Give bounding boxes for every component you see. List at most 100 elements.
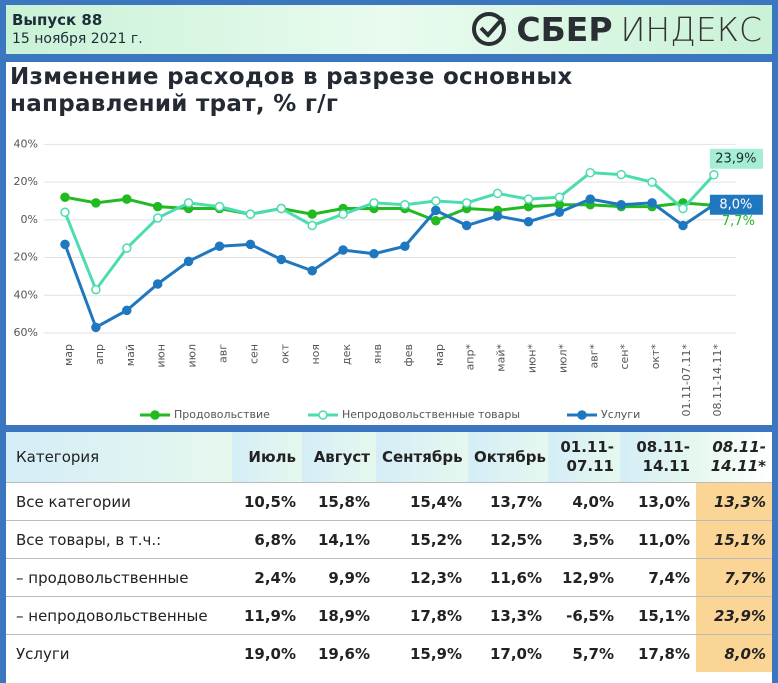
legend-label: Услуги bbox=[601, 408, 640, 421]
y-tick-label: 20% bbox=[14, 251, 38, 264]
cell: 15,1% bbox=[696, 520, 772, 559]
brand-light: ИНДЕКС bbox=[620, 9, 762, 49]
x-tick-label: май bbox=[124, 344, 137, 366]
cell: 17,8% bbox=[620, 634, 696, 672]
column-header: Категория bbox=[6, 432, 232, 483]
cell: 2,4% bbox=[232, 558, 302, 597]
point bbox=[400, 241, 410, 251]
point bbox=[554, 207, 565, 218]
point bbox=[461, 198, 472, 208]
point bbox=[369, 198, 379, 208]
cell: 17,0% bbox=[468, 634, 548, 672]
point bbox=[523, 194, 534, 204]
point bbox=[709, 170, 719, 180]
value-label-box bbox=[709, 148, 763, 169]
legend-label: Продовольствие bbox=[174, 408, 270, 421]
point bbox=[183, 198, 194, 208]
point bbox=[152, 201, 163, 212]
cell: 11,6% bbox=[468, 558, 548, 597]
point bbox=[152, 279, 163, 289]
cell: 7,7% bbox=[696, 558, 772, 597]
point bbox=[60, 207, 70, 218]
point bbox=[276, 254, 287, 265]
point bbox=[585, 167, 596, 178]
point bbox=[214, 241, 225, 251]
y-tick-label: 40% bbox=[14, 288, 38, 301]
header-row: Категория Июль Август Сентябрь Октябрь 01.11-… bbox=[6, 432, 772, 483]
cell: 15,1% bbox=[620, 596, 696, 635]
point bbox=[276, 203, 287, 214]
cell: – продовольственные bbox=[6, 558, 232, 597]
cell: 19,0% bbox=[232, 634, 302, 672]
point bbox=[338, 245, 348, 255]
header: Выпуск 88 15 ноября 2021 г. СБЕР ИНДЕКС bbox=[6, 5, 772, 54]
table-panel: Категория Июль Август Сентябрь Октябрь 01.11-… bbox=[6, 432, 772, 683]
point bbox=[60, 239, 70, 250]
point bbox=[91, 198, 101, 208]
x-tick-label: май* bbox=[495, 344, 508, 372]
cell: 12,9% bbox=[548, 558, 620, 597]
point bbox=[369, 249, 379, 259]
cell: -6,5% bbox=[548, 596, 620, 635]
point bbox=[523, 216, 534, 227]
x-tick-label: сен* bbox=[618, 344, 631, 370]
series-line bbox=[64, 195, 715, 223]
point bbox=[122, 243, 132, 253]
point bbox=[122, 194, 132, 204]
date: 15 ноября 2021 г. bbox=[12, 31, 143, 47]
column-header: Сентябрь bbox=[376, 432, 468, 483]
point bbox=[616, 169, 626, 180]
x-tick-label: окт bbox=[278, 343, 291, 363]
x-tick-label: ноя bbox=[309, 344, 322, 365]
cell: 8,0% bbox=[696, 634, 772, 672]
chart-panel: 40% 20% 0% 20% 40% 60% мар апр май июн июл авг сен ок… bbox=[6, 62, 772, 425]
column-header: Июль bbox=[232, 432, 302, 483]
column-header: 08.11-14.11 bbox=[620, 432, 696, 483]
x-tick-label: мар bbox=[62, 344, 75, 366]
x-tick-label: сен bbox=[247, 344, 260, 364]
cell: Услуги bbox=[6, 634, 232, 672]
point bbox=[431, 216, 441, 226]
x-tick-label: апр bbox=[93, 344, 106, 365]
chart-title: Изменение расходов в разрезе основных на… bbox=[10, 64, 573, 117]
cell: – непродовольственные bbox=[6, 596, 232, 635]
value-label: 23,9% bbox=[715, 151, 756, 166]
legend-marker bbox=[318, 410, 328, 420]
x-tick-label: авг bbox=[217, 344, 230, 363]
x-tick-label: фев bbox=[402, 344, 415, 367]
table-row: Все категории 10,5% 15,8% 15,4% 13,7% 4,0% 13,… bbox=[6, 482, 772, 521]
value-label: 7,7% bbox=[722, 214, 755, 229]
point bbox=[122, 305, 132, 316]
cell: 23,9% bbox=[696, 596, 772, 635]
value-label: 8,0% bbox=[719, 197, 752, 212]
x-tick-label: дек bbox=[340, 344, 353, 365]
point bbox=[214, 201, 225, 212]
cell: Все категории bbox=[6, 482, 232, 521]
series-line bbox=[63, 197, 715, 330]
point bbox=[492, 211, 503, 221]
table-row: – непродовольственные 11,9% 18,9% 17,8% 13,3… bbox=[6, 596, 772, 635]
cell: 18,9% bbox=[302, 596, 376, 635]
point bbox=[91, 284, 101, 295]
cell: Все товары, в т.ч.: bbox=[6, 520, 232, 559]
point bbox=[338, 209, 348, 219]
x-tick-label: янв bbox=[371, 344, 384, 364]
cell: 13,3% bbox=[696, 482, 772, 521]
brand-bold: СБЕР bbox=[516, 9, 613, 49]
x-tick-label: июн bbox=[155, 344, 168, 368]
x-tick-label: окт* bbox=[649, 344, 662, 370]
chart: 40% 20% 0% 20% 40% 60% мар апр май июн июл авг сен ок… bbox=[14, 137, 763, 421]
cell: 5,7% bbox=[548, 634, 620, 672]
table-row: – продовольственные 2,4% 9,9% 12,3% 11,6% 12,… bbox=[6, 558, 772, 597]
cell: 15,2% bbox=[376, 520, 468, 559]
point bbox=[678, 220, 688, 231]
series-line bbox=[63, 171, 716, 293]
y-tick-label: 0% bbox=[21, 213, 38, 226]
point bbox=[245, 209, 256, 219]
cell: 13,3% bbox=[468, 596, 548, 635]
point bbox=[431, 205, 441, 216]
x-tick-label: 01.11-07.11* bbox=[680, 344, 693, 417]
point bbox=[400, 200, 410, 210]
x-tick-label: апр* bbox=[464, 344, 477, 371]
